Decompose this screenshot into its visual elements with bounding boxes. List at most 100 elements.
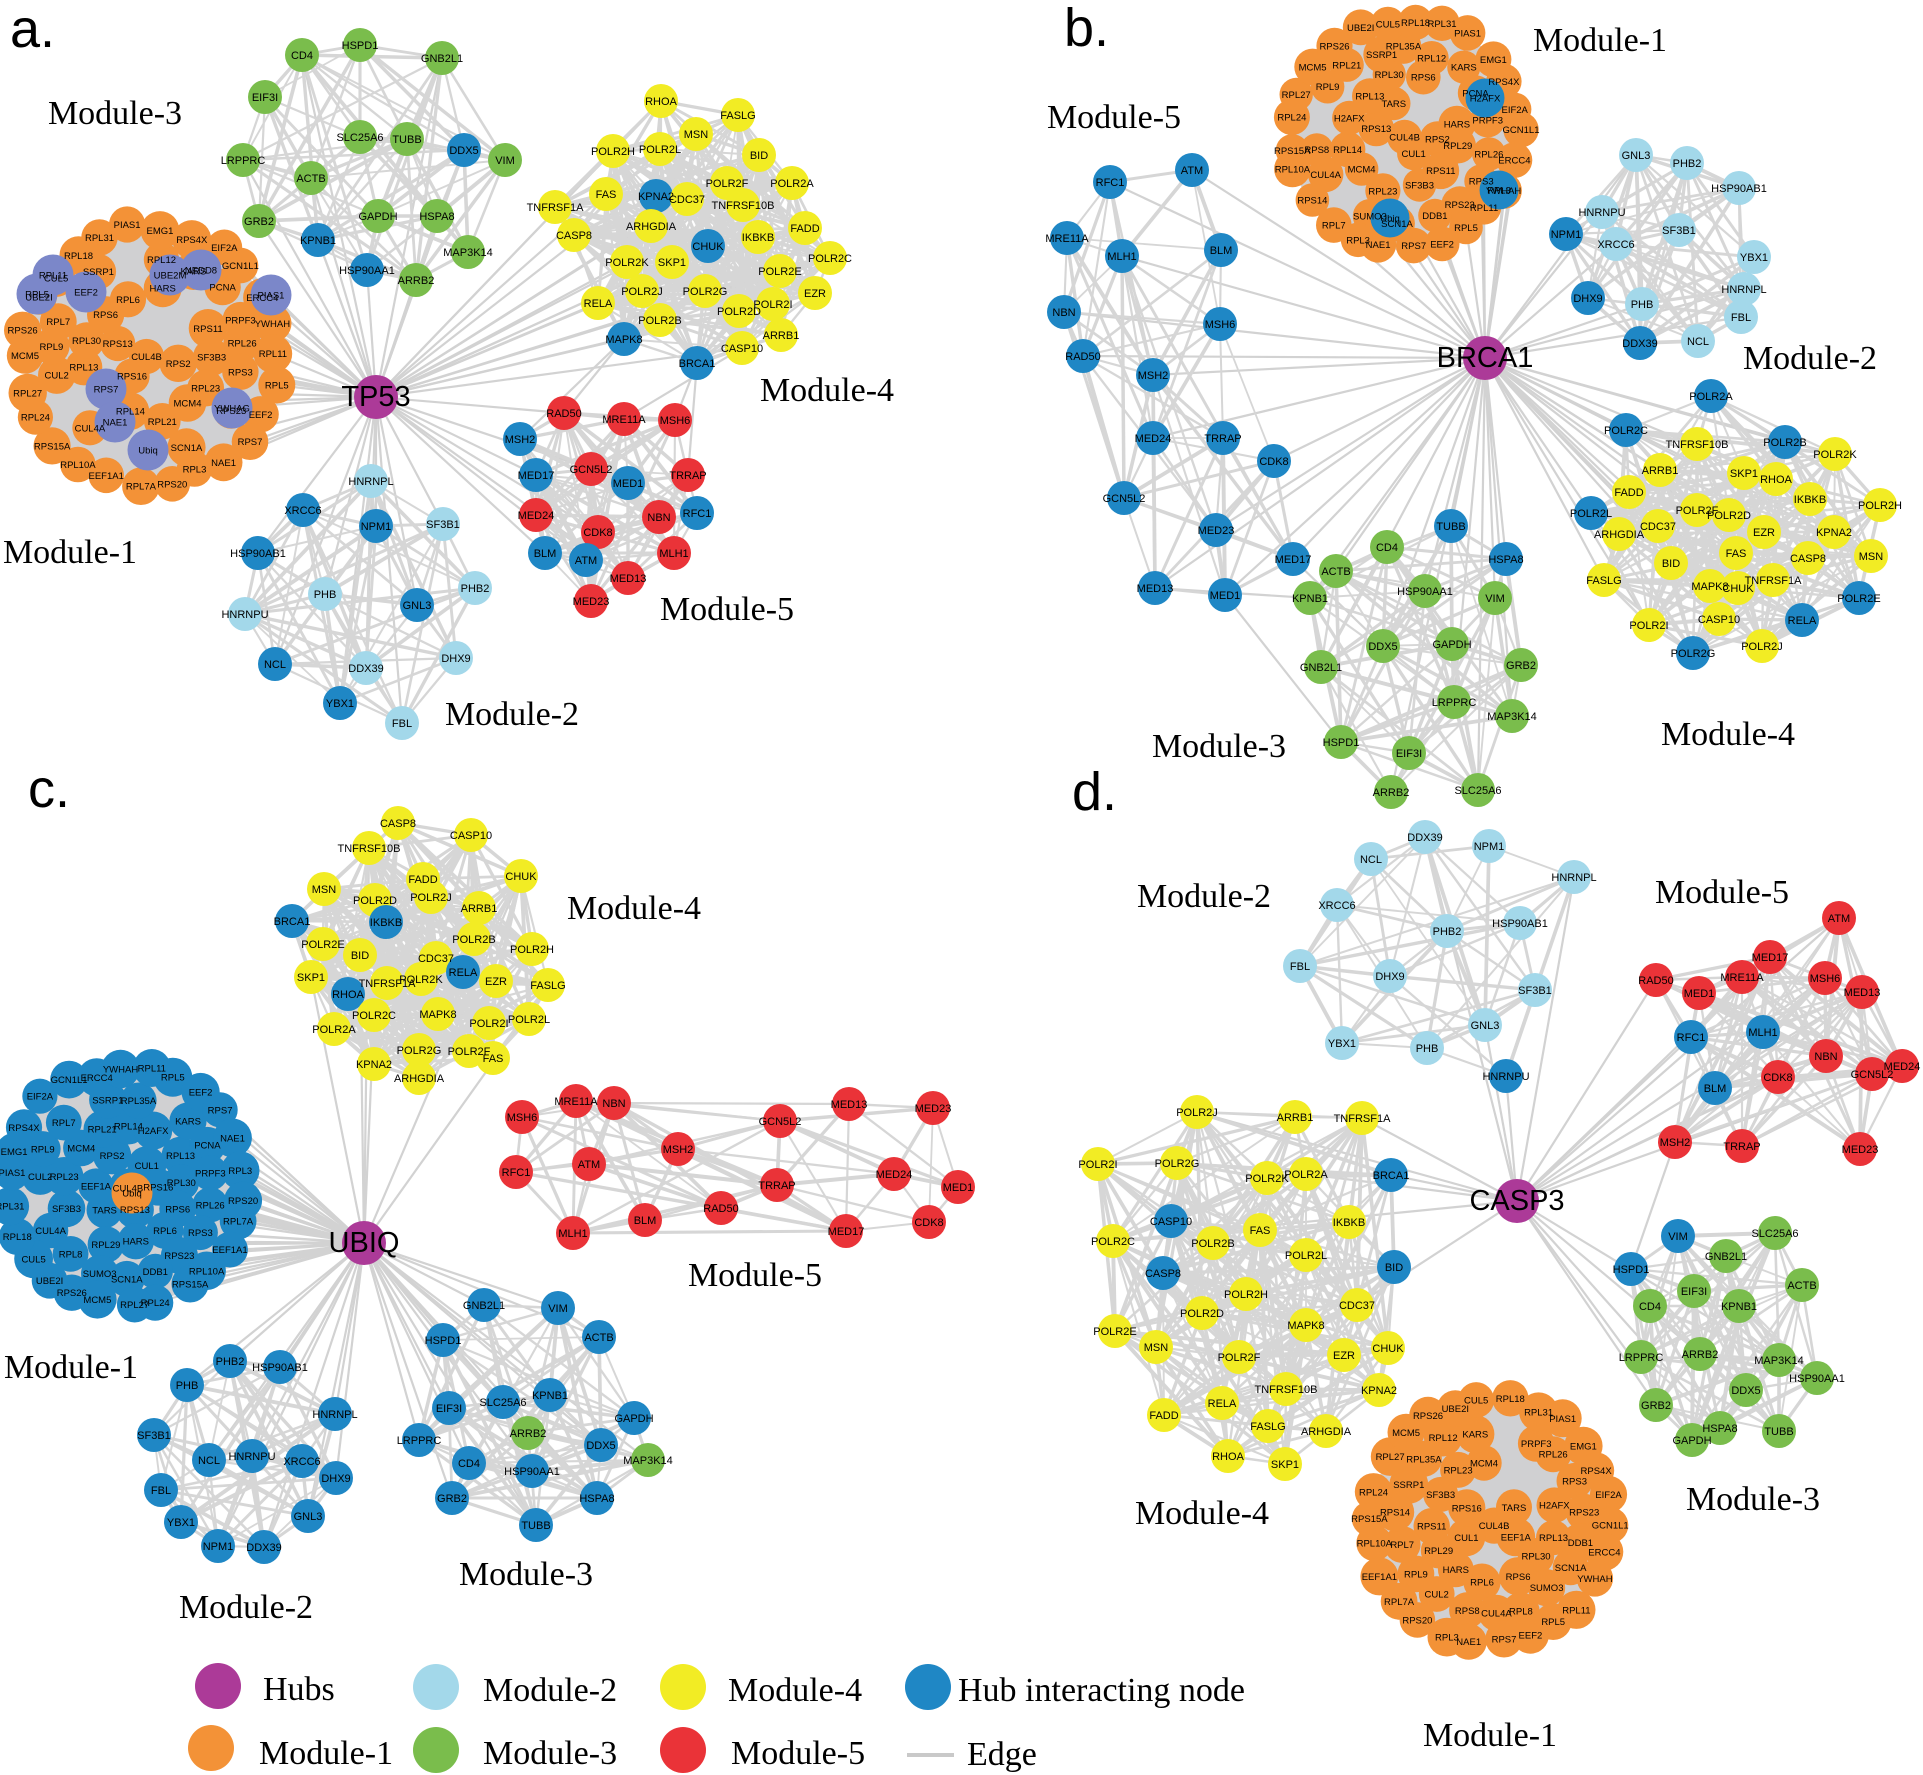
svg-text:RPL8: RPL8 <box>1509 1607 1533 1618</box>
svg-text:BID: BID <box>1385 1262 1403 1274</box>
svg-text:EEF1A1: EEF1A1 <box>89 471 124 482</box>
svg-text:MED23: MED23 <box>915 1103 952 1115</box>
svg-text:FASLG: FASLG <box>530 980 565 992</box>
svg-text:Module-1: Module-1 <box>3 534 137 571</box>
svg-text:RPL21: RPL21 <box>148 417 177 428</box>
svg-text:CD4: CD4 <box>458 1458 480 1470</box>
svg-text:DDX5: DDX5 <box>449 145 478 157</box>
svg-text:H2AFX: H2AFX <box>1334 113 1365 124</box>
svg-text:MAPK8: MAPK8 <box>1287 1320 1324 1332</box>
svg-text:RPL29: RPL29 <box>91 1240 120 1251</box>
svg-text:YWHAH: YWHAH <box>1486 186 1522 197</box>
svg-text:EZR: EZR <box>485 976 507 988</box>
svg-text:VIM: VIM <box>495 155 515 167</box>
svg-text:POLR2E: POLR2E <box>1837 593 1880 605</box>
svg-text:KPNB1: KPNB1 <box>532 1390 568 1402</box>
svg-text:PIAS1: PIAS1 <box>0 1168 25 1179</box>
svg-text:HNRNPU: HNRNPU <box>1578 207 1625 219</box>
svg-text:EEF1A: EEF1A <box>1501 1532 1532 1543</box>
svg-text:ARRB1: ARRB1 <box>1642 465 1679 477</box>
svg-text:CDK8: CDK8 <box>1763 1072 1792 1084</box>
svg-text:MED24: MED24 <box>1884 1061 1921 1073</box>
svg-text:RFC1: RFC1 <box>1677 1032 1706 1044</box>
svg-text:RPL12: RPL12 <box>1429 1433 1458 1444</box>
svg-text:RPL18: RPL18 <box>3 1232 32 1243</box>
svg-text:HSP90AA1: HSP90AA1 <box>504 1466 560 1478</box>
svg-text:RPL35A: RPL35A <box>1386 42 1422 53</box>
svg-text:FADD: FADD <box>790 223 819 235</box>
svg-text:SSRP1: SSRP1 <box>92 1095 123 1106</box>
svg-text:POLR2F: POLR2F <box>448 1046 491 1058</box>
svg-text:RPL7: RPL7 <box>46 317 70 328</box>
svg-text:SCN1A: SCN1A <box>111 1274 143 1285</box>
svg-text:CUL4A: CUL4A <box>35 1226 66 1237</box>
svg-text:RELA: RELA <box>449 967 478 979</box>
svg-text:SF3B3: SF3B3 <box>1426 1490 1455 1501</box>
svg-text:PIAS1: PIAS1 <box>1549 1414 1576 1425</box>
svg-text:POLR2D: POLR2D <box>353 895 397 907</box>
svg-text:RPL35A: RPL35A <box>1406 1454 1442 1465</box>
svg-text:MAP3K14: MAP3K14 <box>623 1455 673 1467</box>
svg-text:POLR2C: POLR2C <box>1604 425 1648 437</box>
svg-text:SLC25A6: SLC25A6 <box>479 1397 526 1409</box>
svg-text:ARRB2: ARRB2 <box>1682 1349 1719 1361</box>
svg-text:Ubiq: Ubiq <box>1380 214 1400 225</box>
svg-text:TNFRSF10B: TNFRSF10B <box>1255 1384 1318 1396</box>
svg-text:HARS: HARS <box>149 284 175 295</box>
svg-text:RPL30: RPL30 <box>72 336 101 347</box>
svg-text:RPL30: RPL30 <box>1521 1552 1550 1563</box>
svg-text:HSPD1: HSPD1 <box>425 1335 462 1347</box>
svg-text:TUBB: TUBB <box>392 134 421 146</box>
svg-text:ARHGDIA: ARHGDIA <box>394 1073 445 1085</box>
svg-text:HARS: HARS <box>1443 1565 1469 1576</box>
svg-text:MSH2: MSH2 <box>505 434 536 446</box>
svg-text:BLM: BLM <box>634 1215 657 1227</box>
svg-text:POLR2B: POLR2B <box>1191 1238 1234 1250</box>
svg-text:BID: BID <box>1662 558 1680 570</box>
svg-text:RPS2: RPS2 <box>100 1151 125 1162</box>
svg-text:POLR2A: POLR2A <box>312 1024 356 1036</box>
svg-text:PRPF3: PRPF3 <box>195 1169 226 1180</box>
svg-text:GCN1L1: GCN1L1 <box>1503 125 1540 136</box>
svg-text:RFC1: RFC1 <box>683 508 712 520</box>
svg-text:POLR2D: POLR2D <box>717 306 761 318</box>
svg-text:SF3B3: SF3B3 <box>197 353 226 364</box>
svg-text:RAD50: RAD50 <box>703 1203 738 1215</box>
svg-text:DDX39: DDX39 <box>348 663 383 675</box>
svg-text:RPS20: RPS20 <box>157 479 187 490</box>
svg-text:RHOA: RHOA <box>1212 1451 1244 1463</box>
svg-text:RPL31: RPL31 <box>0 1202 24 1213</box>
svg-text:Module-1: Module-1 <box>1423 1717 1557 1754</box>
svg-text:SF3B3: SF3B3 <box>52 1204 81 1215</box>
svg-text:POLR2E: POLR2E <box>758 266 801 278</box>
svg-text:RPL3: RPL3 <box>1435 1633 1459 1644</box>
svg-text:LRPPRC: LRPPRC <box>221 155 266 167</box>
svg-text:RPL5: RPL5 <box>161 1073 185 1084</box>
svg-text:NCL: NCL <box>198 1455 220 1467</box>
svg-text:MED17: MED17 <box>518 470 555 482</box>
svg-text:POLR2D: POLR2D <box>1707 510 1751 522</box>
svg-text:MRE11A: MRE11A <box>554 1096 598 1108</box>
svg-text:CUL2: CUL2 <box>28 1172 52 1183</box>
svg-text:POLR2A: POLR2A <box>1689 391 1733 403</box>
svg-text:POLR2J: POLR2J <box>410 892 452 904</box>
svg-text:CASP10: CASP10 <box>450 830 492 842</box>
svg-text:EEF2: EEF2 <box>1519 1631 1543 1642</box>
svg-text:FASLG: FASLG <box>720 110 755 122</box>
svg-text:DHX9: DHX9 <box>1375 971 1404 983</box>
svg-text:GAPDH: GAPDH <box>614 1413 653 1425</box>
svg-text:ACTB: ACTB <box>1321 566 1350 578</box>
svg-text:RHOA: RHOA <box>1760 474 1792 486</box>
svg-text:RPL26: RPL26 <box>1539 1450 1568 1461</box>
svg-text:HARS: HARS <box>1444 120 1470 131</box>
svg-text:CDC37: CDC37 <box>669 194 705 206</box>
svg-text:RPS4X: RPS4X <box>176 235 208 246</box>
svg-text:RPL35A: RPL35A <box>121 1096 157 1107</box>
svg-text:ARRB2: ARRB2 <box>510 1428 547 1440</box>
svg-text:RFC1: RFC1 <box>1096 177 1125 189</box>
svg-text:MSH6: MSH6 <box>507 1112 538 1124</box>
svg-text:HSP90AA1: HSP90AA1 <box>1789 1373 1845 1385</box>
svg-text:VIM: VIM <box>1485 593 1505 605</box>
svg-text:Module-2: Module-2 <box>1743 340 1877 377</box>
svg-text:RPS2: RPS2 <box>166 359 191 370</box>
